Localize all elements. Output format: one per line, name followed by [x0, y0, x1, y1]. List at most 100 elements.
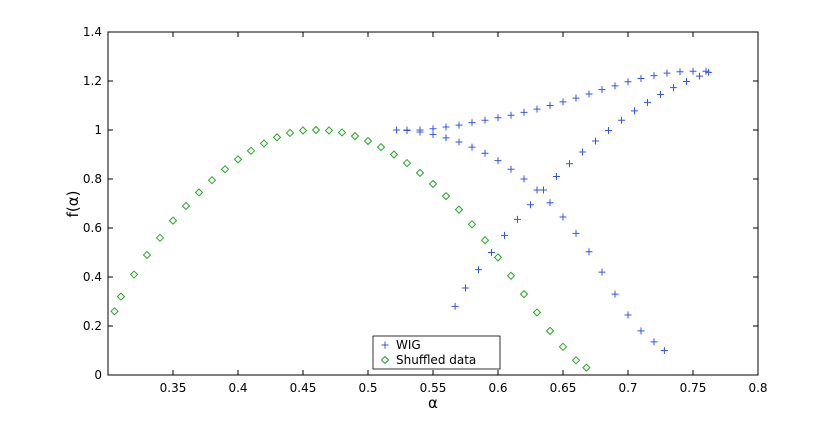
- data-point: [507, 111, 515, 119]
- data-point: [155, 233, 165, 243]
- data-point: [481, 116, 489, 124]
- data-point: [520, 175, 528, 183]
- x-tick-label: 0.55: [420, 381, 447, 395]
- data-point: [520, 108, 528, 116]
- data-point: [298, 126, 308, 135]
- data-point: [442, 123, 450, 131]
- x-tick-label: 0.6: [488, 381, 507, 395]
- data-point: [475, 266, 482, 274]
- data-point: [337, 128, 347, 137]
- data-point: [393, 126, 401, 134]
- series-shuffled-data: [110, 125, 591, 372]
- data-point: [676, 68, 684, 76]
- data-point: [376, 142, 386, 152]
- data-point: [455, 138, 463, 146]
- data-point: [566, 160, 573, 168]
- legend-marker-wig: [381, 341, 389, 349]
- data-point: [454, 205, 464, 214]
- y-tick-label: 0.6: [83, 221, 102, 235]
- data-point: [110, 307, 119, 316]
- y-tick-label: 0.2: [83, 319, 102, 333]
- data-point: [559, 213, 567, 221]
- legend-box: [372, 335, 501, 370]
- data-point: [631, 107, 638, 115]
- data-point: [579, 148, 586, 156]
- legend-label-shuffled: Shuffled data: [396, 353, 476, 367]
- data-point: [572, 94, 580, 102]
- y-tick-label: 1.4: [83, 25, 102, 39]
- x-axis-label: α: [428, 394, 438, 412]
- data-point: [705, 68, 713, 76]
- data-point: [605, 126, 612, 134]
- data-point: [592, 137, 599, 145]
- data-layer: [110, 67, 713, 372]
- data-point: [611, 82, 619, 90]
- x-tick-label: 0.65: [550, 381, 577, 395]
- x-tick-label: 0.8: [748, 381, 767, 395]
- data-point: [220, 164, 230, 174]
- data-point: [540, 186, 547, 194]
- data-point: [142, 250, 152, 260]
- data-point: [585, 90, 593, 98]
- data-point: [455, 121, 463, 129]
- data-point: [624, 78, 632, 86]
- data-point: [558, 342, 568, 352]
- y-tick-label: 1.2: [83, 74, 102, 88]
- data-point: [488, 249, 495, 256]
- data-point: [660, 347, 668, 354]
- data-point: [493, 253, 503, 262]
- data-point: [129, 270, 139, 279]
- series-wig: [393, 67, 713, 354]
- data-point: [116, 292, 126, 301]
- data-point: [451, 302, 459, 310]
- data-point: [494, 157, 502, 165]
- x-tick-label: 0.45: [290, 381, 317, 395]
- legend-label-wig: WIG: [396, 338, 421, 352]
- y-tick-label: 0: [94, 368, 102, 382]
- data-point: [442, 134, 450, 142]
- x-tick-label: 0.7: [618, 381, 637, 395]
- data-point: [657, 90, 664, 98]
- data-point: [514, 215, 521, 223]
- data-point: [533, 186, 541, 194]
- data-point: [194, 188, 204, 197]
- y-tick-label: 0.4: [83, 270, 102, 284]
- data-point: [403, 126, 411, 134]
- data-point: [507, 165, 515, 173]
- data-point: [585, 248, 593, 256]
- data-point: [696, 72, 703, 80]
- y-axis-label: f(α): [64, 191, 82, 218]
- data-point: [624, 311, 632, 319]
- legend-marker: [381, 341, 389, 349]
- data-point: [272, 133, 282, 142]
- data-point: [363, 136, 373, 146]
- data-point: [468, 119, 476, 127]
- data-point: [494, 114, 502, 122]
- data-point: [246, 146, 256, 156]
- plot-area: [107, 31, 759, 376]
- data-point: [546, 102, 554, 109]
- data-point: [532, 308, 542, 317]
- data-point: [582, 363, 591, 372]
- data-point: [233, 155, 243, 164]
- data-point: [689, 67, 697, 75]
- data-point: [571, 356, 581, 365]
- data-point: [285, 128, 295, 138]
- data-point: [467, 220, 477, 229]
- data-point: [429, 130, 437, 138]
- data-point: [350, 131, 360, 141]
- data-point: [311, 125, 321, 135]
- x-tick-label: 0.35: [160, 381, 187, 395]
- legend-marker: [380, 355, 390, 365]
- data-point: [207, 176, 217, 185]
- data-point: [416, 128, 424, 136]
- data-point: [402, 158, 412, 168]
- data-point: [670, 84, 677, 92]
- data-point: [480, 236, 490, 245]
- data-point: [598, 86, 606, 94]
- data-point: [650, 338, 658, 346]
- legend: WIG Shuffled data: [372, 335, 501, 370]
- data-point: [468, 143, 476, 151]
- data-point: [481, 149, 489, 157]
- data-point: [462, 284, 469, 292]
